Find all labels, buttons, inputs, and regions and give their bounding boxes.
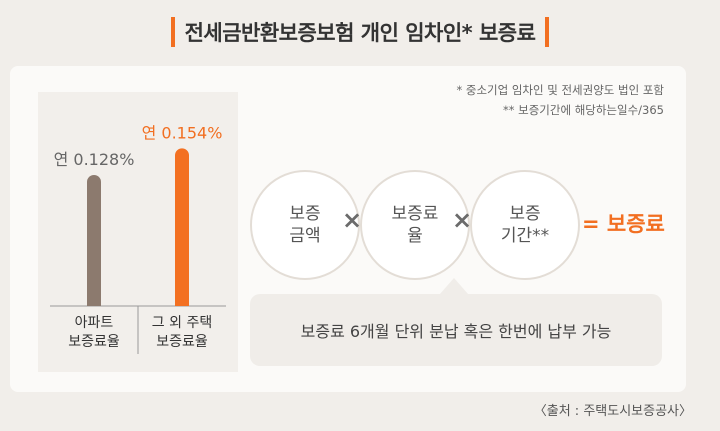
footnotes: * 중소기업 임차인 및 전세권양도 법인 포함 ** 보증기간에 해당하는일수…	[456, 80, 664, 120]
data-label-1: 연 0.154%	[142, 123, 223, 142]
bubble-tail	[440, 278, 468, 294]
category-label-0: 아파트 보증료율	[68, 315, 120, 350]
bar-0	[87, 174, 101, 306]
multiply-icon: ×	[451, 206, 473, 234]
bar-1	[175, 148, 189, 306]
data-label-0: 연 0.128%	[54, 150, 135, 169]
term-guarantee-amount: 보증 금액	[250, 170, 360, 280]
term-guarantee-period: 보증 기간**	[470, 170, 580, 280]
category-label-1: 그 외 주택 보증료율	[151, 315, 213, 350]
main-card: 연 0.128% 연 0.154% 아파트 보증료율 그 외 주택 보증료율 * …	[10, 66, 686, 392]
footnote-1: * 중소기업 임차인 및 전세권양도 법인 포함	[456, 83, 664, 97]
term-guarantee-rate: 보증료 율	[360, 170, 470, 280]
title-block: 전세금반환보증보험 개인 임차인* 보증료	[0, 12, 720, 52]
payment-info-box: 보증료 6개월 단위 분납 혹은 한번에 납부 가능	[250, 294, 662, 366]
source-caption: 〈출처 : 주택도시보증공사〉	[533, 404, 692, 419]
title-bar-right	[545, 17, 550, 47]
chart-panel: 연 0.128% 연 0.154% 아파트 보증료율 그 외 주택 보증료율	[38, 92, 238, 372]
multiply-icon: ×	[341, 206, 363, 234]
footnote-2: ** 보증기간에 해당하는일수/365	[502, 103, 664, 117]
title-bar-left	[170, 17, 175, 47]
page-title: 전세금반환보증보험 개인 임차인* 보증료	[184, 21, 536, 45]
bar-chart: 연 0.128% 연 0.154%	[50, 123, 226, 354]
result-label: = 보증료	[582, 212, 665, 236]
